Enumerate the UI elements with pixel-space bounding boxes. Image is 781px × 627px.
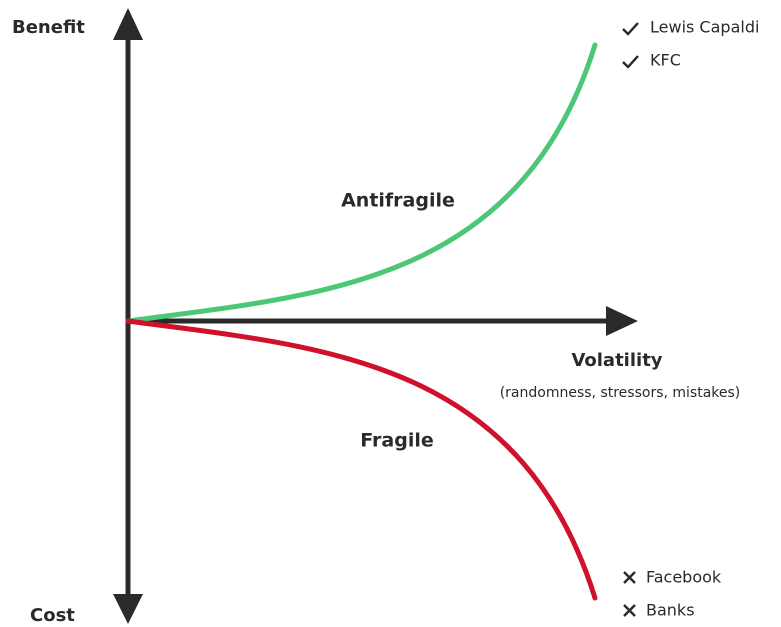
arrow-up — [113, 8, 143, 40]
antifragile-label: Antifragile — [341, 190, 455, 212]
y-bottom-label: Cost — [30, 605, 75, 626]
check-icon — [622, 22, 639, 36]
example: Banks — [646, 601, 695, 620]
fragile-curve — [125, 318, 598, 601]
antifragile-curve — [125, 42, 598, 324]
x-label: Volatility — [571, 350, 662, 371]
x-note: (randomness, stressors, mistakes) — [500, 385, 741, 401]
check-icon — [622, 55, 639, 69]
example: Facebook — [646, 568, 722, 587]
cross-icon — [623, 604, 636, 617]
arrow-down — [113, 594, 143, 624]
y-top-label: Benefit — [12, 17, 85, 38]
cross-icon — [623, 571, 636, 584]
fragile-label: Fragile — [360, 430, 433, 452]
example: KFC — [650, 51, 681, 70]
arrow-right — [606, 306, 638, 336]
example: Lewis Capaldi — [650, 18, 759, 37]
